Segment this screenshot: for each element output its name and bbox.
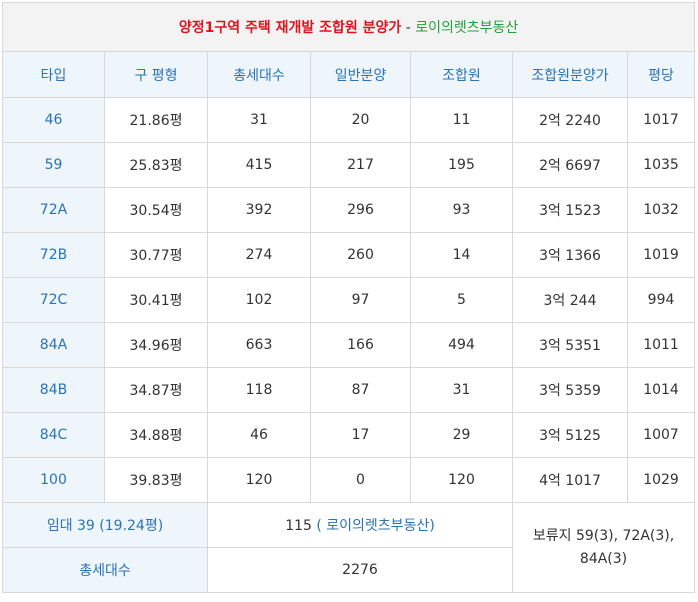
- cell-type: 84C: [2, 412, 105, 458]
- cell-general: 97: [310, 277, 411, 323]
- cell-type: 72A: [2, 187, 105, 233]
- cell-general: 166: [310, 322, 411, 368]
- table-row: 72B 30.77평 274 260 14 3억 1366 1019: [2, 232, 696, 278]
- rental-value: 115: [285, 518, 312, 534]
- cell-per: 1019: [626, 232, 696, 278]
- total-row: 총세대수 2276: [2, 547, 695, 593]
- cell-total: 392: [207, 187, 311, 233]
- cell-pyeong: 30.77평: [104, 232, 208, 278]
- cell-per: 1029: [626, 457, 696, 503]
- table-row: 84C 34.88평 46 17 29 3억 5125 1007: [2, 412, 696, 458]
- cell-price: 3억 244: [512, 277, 628, 323]
- title-main: 양정1구역 주택 재개발 조합원 분양가: [178, 20, 402, 36]
- cell-price: 4억 1017: [512, 457, 628, 503]
- cell-total: 31: [207, 97, 311, 143]
- price-table: 양정1구역 주택 재개발 조합원 분양가 - 로이의렛츠부동산 타입 구 평형 …: [1, 2, 696, 593]
- cell-member: 11: [410, 97, 513, 143]
- cell-price: 3억 5359: [512, 367, 628, 413]
- cell-type: 46: [2, 97, 105, 143]
- cell-member: 5: [410, 277, 513, 323]
- cell-price: 3억 5125: [512, 412, 628, 458]
- cell-price: 3억 5351: [512, 322, 628, 368]
- cell-total: 102: [207, 277, 311, 323]
- cell-general: 260: [310, 232, 411, 278]
- title-separator: -: [401, 20, 416, 36]
- cell-member: 29: [410, 412, 513, 458]
- cell-per: 1017: [626, 97, 696, 143]
- cell-pyeong: 34.96평: [104, 322, 208, 368]
- cell-type: 84A: [2, 322, 105, 368]
- header-per-pyeong: 평당: [626, 51, 696, 98]
- cell-general: 87: [310, 367, 411, 413]
- cell-member: 494: [410, 322, 513, 368]
- cell-member: 195: [410, 142, 513, 188]
- cell-pyeong: 21.86평: [104, 97, 208, 143]
- cell-type: 72C: [2, 277, 105, 323]
- rental-row: 임대 39 (19.24평) 115 ( 로이의렛츠부동산) 보류지 59(3)…: [2, 502, 696, 593]
- cell-general: 20: [310, 97, 411, 143]
- cell-type: 84B: [2, 367, 105, 413]
- cell-pyeong: 30.41평: [104, 277, 208, 323]
- cell-total: 46: [207, 412, 311, 458]
- cell-per: 1014: [626, 367, 696, 413]
- reserve-note: 보류지 59(3), 72A(3), 84A(3): [511, 502, 696, 593]
- cell-general: 17: [310, 412, 411, 458]
- reserve-note-line-2: 84A(3): [579, 550, 628, 567]
- cell-type: 72B: [2, 232, 105, 278]
- title-row: 양정1구역 주택 재개발 조합원 분양가 - 로이의렛츠부동산: [1, 2, 696, 52]
- cell-member: 93: [410, 187, 513, 233]
- header-type: 타입: [2, 51, 105, 98]
- cell-total: 120: [207, 457, 311, 503]
- cell-total: 663: [207, 322, 311, 368]
- cell-type: 100: [2, 457, 105, 503]
- table-row: 59 25.83평 415 217 195 2억 6697 1035: [2, 142, 696, 188]
- total-value: 2276: [207, 547, 513, 593]
- cell-pyeong: 34.88평: [104, 412, 208, 458]
- cell-price: 3억 1523: [512, 187, 628, 233]
- table-row: 100 39.83평 120 0 120 4억 1017 1029: [2, 457, 696, 503]
- cell-pyeong: 25.83평: [104, 142, 208, 188]
- total-label: 총세대수: [2, 547, 208, 593]
- header-member-price: 조합원분양가: [512, 51, 628, 98]
- table-title: 양정1구역 주택 재개발 조합원 분양가 - 로이의렛츠부동산: [1, 2, 696, 52]
- cell-pyeong: 39.83평: [104, 457, 208, 503]
- cell-per: 1032: [626, 187, 696, 233]
- table-row: 84A 34.96평 663 166 494 3억 5351 1011: [2, 322, 696, 368]
- cell-total: 118: [207, 367, 311, 413]
- header-member: 조합원: [410, 51, 513, 98]
- header-row: 타입 구 평형 총세대수 일반분양 조합원 조합원분양가 평당: [2, 51, 696, 98]
- cell-member: 31: [410, 367, 513, 413]
- cell-pyeong: 30.54평: [104, 187, 208, 233]
- cell-total: 415: [207, 142, 311, 188]
- table-row: 72C 30.41평 102 97 5 3억 244 994: [2, 277, 696, 323]
- cell-price: 2억 2240: [512, 97, 628, 143]
- cell-price: 3억 1366: [512, 232, 628, 278]
- price-table-container: 양정1구역 주택 재개발 조합원 분양가 - 로이의렛츠부동산 타입 구 평형 …: [1, 2, 696, 593]
- reserve-note-line-1: 보류지 59(3), 72A(3),: [532, 527, 675, 544]
- table-row: 46 21.86평 31 20 11 2억 2240 1017: [2, 97, 696, 143]
- cell-per: 1011: [626, 322, 696, 368]
- cell-price: 2억 6697: [512, 142, 628, 188]
- cell-pyeong: 34.87평: [104, 367, 208, 413]
- cell-general: 217: [310, 142, 411, 188]
- cell-general: 0: [310, 457, 411, 503]
- source-link[interactable]: ( 로이의렛츠부동산): [316, 518, 435, 534]
- header-general: 일반분양: [310, 51, 411, 98]
- cell-member: 14: [410, 232, 513, 278]
- table-row: 84B 34.87평 118 87 31 3억 5359 1014: [2, 367, 696, 413]
- table-row: 72A 30.54평 392 296 93 3억 1523 1032: [2, 187, 696, 233]
- cell-type: 59: [2, 142, 105, 188]
- rental-value-cell: 115 ( 로이의렛츠부동산): [207, 502, 513, 548]
- header-pyeong: 구 평형: [104, 51, 208, 98]
- cell-per: 1035: [626, 142, 696, 188]
- rental-label: 임대 39 (19.24평): [2, 502, 208, 548]
- cell-member: 120: [410, 457, 513, 503]
- cell-total: 274: [207, 232, 311, 278]
- cell-general: 296: [310, 187, 411, 233]
- cell-per: 1007: [626, 412, 696, 458]
- header-total: 총세대수: [207, 51, 311, 98]
- title-source: 로이의렛츠부동산: [415, 20, 519, 36]
- cell-per: 994: [626, 277, 696, 323]
